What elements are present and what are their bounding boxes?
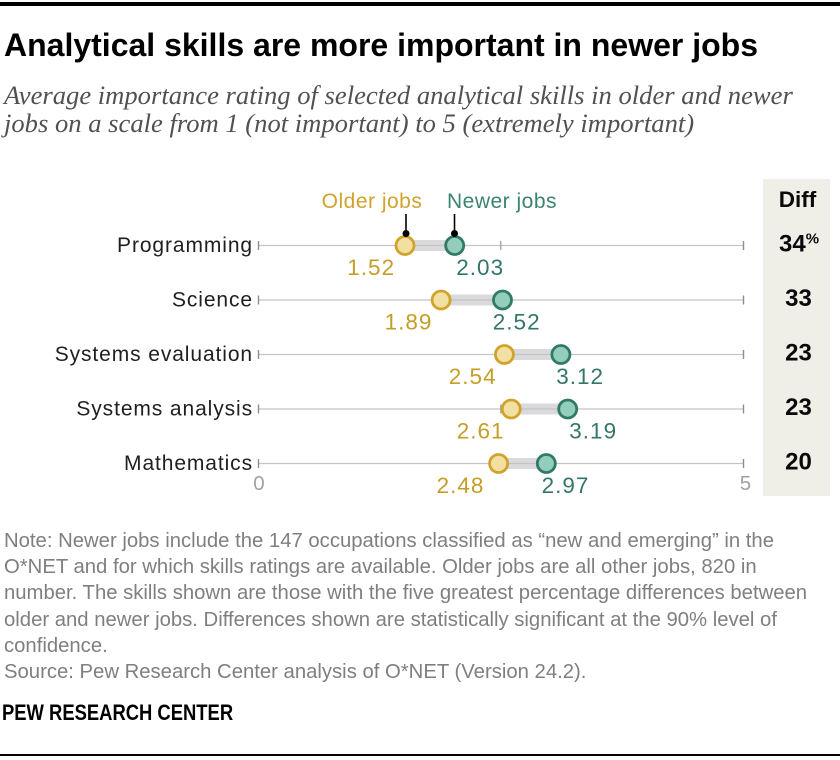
svg-text:2.97: 2.97 [542,473,590,498]
svg-text:23: 23 [785,340,812,367]
svg-text:3.12: 3.12 [556,364,604,389]
svg-text:5: 5 [740,472,751,495]
svg-text:Systems analysis: Systems analysis [76,398,253,421]
svg-text:1.52: 1.52 [347,255,395,280]
svg-text:2.54: 2.54 [449,364,497,389]
svg-text:Programming: Programming [117,234,253,257]
svg-text:2.61: 2.61 [457,419,505,444]
svg-text:1.89: 1.89 [385,310,433,335]
svg-text:2.03: 2.03 [456,255,504,280]
svg-text:33: 33 [785,285,812,312]
svg-text:Science: Science [172,289,253,312]
svg-text:3.19: 3.19 [569,419,617,444]
svg-text:Systems evaluation: Systems evaluation [55,343,253,366]
svg-text:23: 23 [785,394,812,421]
svg-text:0: 0 [253,472,264,495]
svg-text:2.48: 2.48 [437,473,485,498]
svg-text:Mathematics: Mathematics [124,452,253,475]
svg-text:20: 20 [785,449,812,476]
svg-text:Diff: Diff [779,187,817,212]
svg-text:Older jobs: Older jobs [322,190,423,213]
svg-text:Newer jobs: Newer jobs [447,190,557,213]
svg-text:2.52: 2.52 [493,310,541,335]
